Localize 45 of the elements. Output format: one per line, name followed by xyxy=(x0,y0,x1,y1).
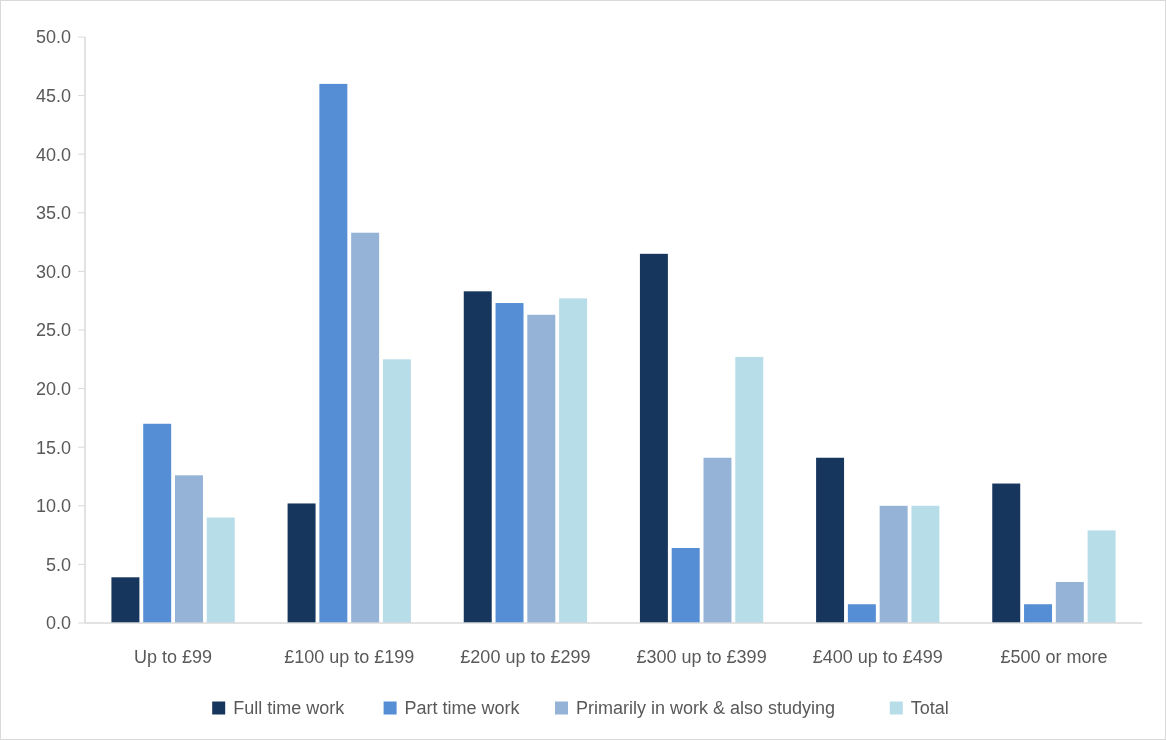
x-tick-label: £400 up to £499 xyxy=(812,647,943,667)
x-tick-label: £300 up to £399 xyxy=(636,647,767,667)
bar xyxy=(351,232,380,623)
y-tick-label: 10.0 xyxy=(35,496,71,517)
y-tick-label: 50.0 xyxy=(35,27,71,48)
y-tick-label: 5.0 xyxy=(45,554,71,575)
bar xyxy=(703,457,732,623)
y-tick-label: 20.0 xyxy=(35,378,71,399)
bar xyxy=(1087,530,1116,623)
bar xyxy=(527,314,556,623)
x-tick-label: £100 up to £199 xyxy=(284,647,415,667)
y-tick-label: 0.0 xyxy=(45,613,71,634)
bar xyxy=(879,505,908,623)
y-tick-label: 15.0 xyxy=(35,437,71,458)
bar xyxy=(111,577,140,623)
y-tick-label: 40.0 xyxy=(35,144,71,165)
legend-label: Total xyxy=(910,698,949,719)
bar xyxy=(847,604,876,623)
bar xyxy=(911,505,940,623)
x-tick-label: £200 up to £299 xyxy=(460,647,591,667)
legend-label: Part time work xyxy=(404,698,521,719)
y-tick-label: 25.0 xyxy=(35,320,71,341)
bar xyxy=(206,517,235,623)
legend-label: Full time work xyxy=(233,698,346,719)
y-tick-label: 30.0 xyxy=(35,261,71,282)
bar xyxy=(382,359,411,623)
bar xyxy=(319,83,348,623)
x-tick-label: Up to £99 xyxy=(134,647,213,667)
bar xyxy=(735,356,764,623)
bar xyxy=(143,423,172,623)
y-tick-label: 35.0 xyxy=(35,203,71,224)
bar xyxy=(816,457,845,623)
bar xyxy=(992,483,1021,623)
bar xyxy=(495,303,524,623)
bar xyxy=(1024,604,1053,623)
bar xyxy=(463,291,492,623)
y-tick-label: 45.0 xyxy=(35,85,71,106)
bar xyxy=(287,503,316,623)
bar xyxy=(174,475,203,623)
bar xyxy=(671,547,700,623)
x-tick-label: £500 or more xyxy=(1000,647,1108,667)
bar xyxy=(559,298,588,623)
legend-label: Primarily in work & also studying xyxy=(576,698,836,719)
bar xyxy=(1055,581,1084,623)
bar xyxy=(639,253,668,623)
